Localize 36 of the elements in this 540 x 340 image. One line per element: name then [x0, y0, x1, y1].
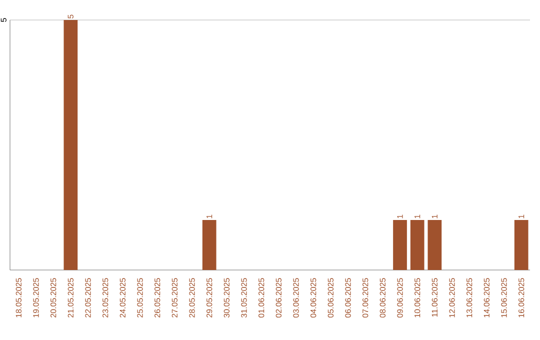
x-tick-label: 15.06.2025	[501, 278, 507, 318]
x-tick-label: 16.06.2025	[518, 278, 524, 318]
data-label: 1	[206, 214, 212, 218]
x-tick-label: 18.05.2025	[16, 278, 22, 318]
data-label: 1	[414, 214, 420, 218]
x-tick-label: 05.06.2025	[328, 278, 334, 318]
x-tick-label: 19.05.2025	[33, 278, 39, 318]
x-tick-label: 22.05.2025	[85, 278, 91, 318]
x-tick-label: 27.05.2025	[172, 278, 178, 318]
x-tick-label: 24.05.2025	[120, 278, 126, 318]
x-tick-label: 11.06.2025	[432, 278, 438, 317]
x-tick-label: 14.06.2025	[484, 278, 490, 318]
data-label: 1	[432, 214, 438, 218]
x-tick-label: 08.06.2025	[380, 278, 386, 318]
x-tick-label: 21.05.2025	[68, 278, 74, 318]
x-tick-label: 20.05.2025	[50, 278, 56, 318]
x-tick-label: 29.05.2025	[206, 278, 212, 318]
x-tick-label: 28.05.2025	[189, 278, 195, 318]
x-tick-label: 06.06.2025	[345, 278, 351, 318]
x-tick-label: 30.05.2025	[224, 278, 230, 318]
x-tick-label: 10.06.2025	[414, 278, 420, 318]
x-tick-label: 26.05.2025	[154, 278, 160, 318]
x-tick-label: 04.06.2025	[310, 278, 316, 318]
x-tick-label: 23.05.2025	[102, 278, 108, 318]
x-tick-label: 01.06.2025	[258, 278, 264, 318]
x-tick-label: 13.06.2025	[466, 278, 472, 318]
x-tick-label: 25.05.2025	[137, 278, 143, 318]
x-tick-label: 09.06.2025	[397, 278, 403, 318]
data-label: 5	[68, 14, 74, 18]
data-label: 1	[397, 214, 403, 218]
x-tick-label: 02.06.2025	[276, 278, 282, 318]
x-tick-label: 31.05.2025	[241, 278, 247, 318]
x-tick-label: 12.06.2025	[449, 278, 455, 318]
x-tick-label: 07.06.2025	[362, 278, 368, 318]
data-label: 1	[518, 214, 524, 218]
x-tick-label: 03.06.2025	[293, 278, 299, 318]
